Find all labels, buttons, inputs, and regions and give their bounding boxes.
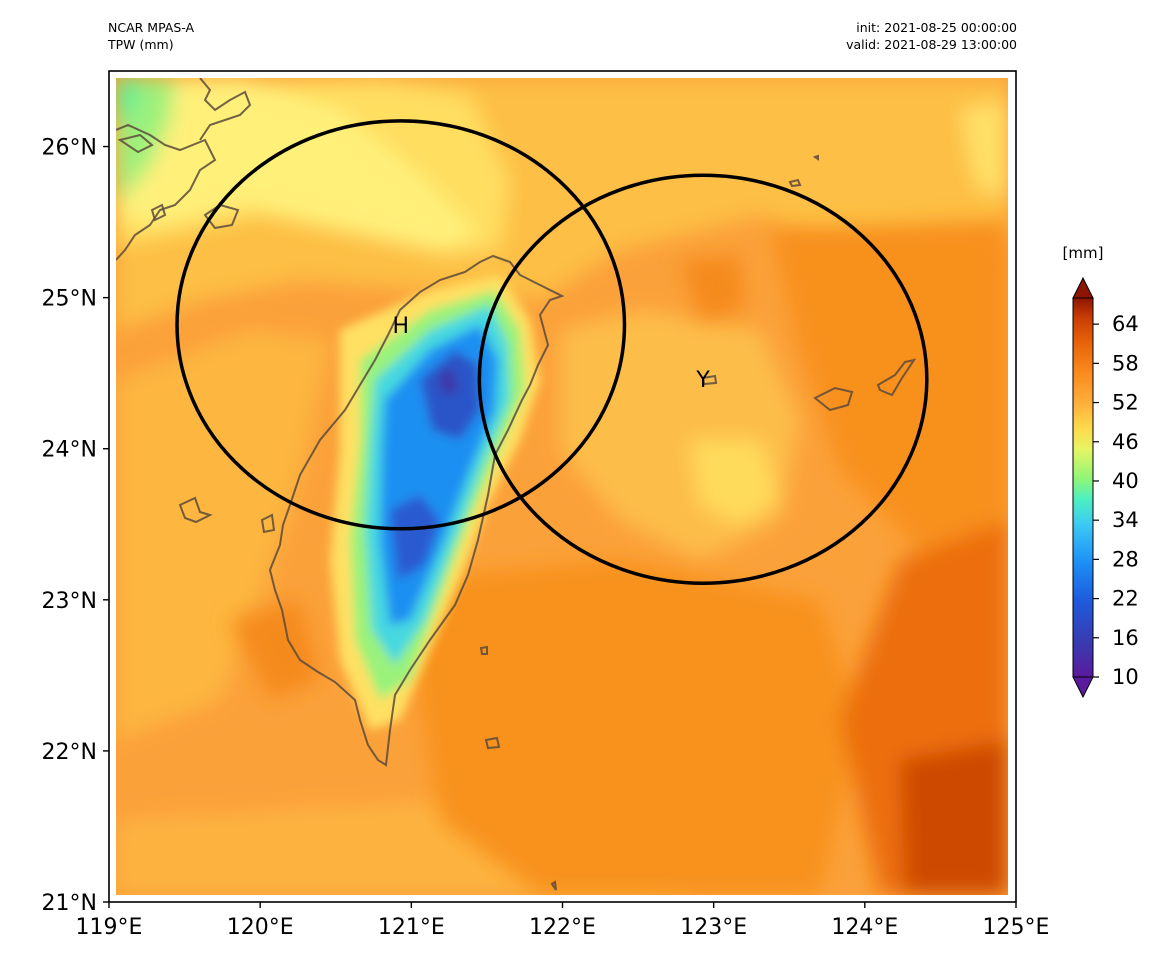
colorbar-tick-label: 64 xyxy=(1112,312,1139,336)
tpw-orange-south xyxy=(400,560,860,895)
colorbar-max-arrow xyxy=(1072,276,1094,299)
marker-h: H xyxy=(392,314,409,339)
x-tick-label: 123°E xyxy=(680,915,747,940)
colorbar-tick-label: 22 xyxy=(1112,587,1139,611)
colorbar-unit: [mm] xyxy=(1063,244,1104,262)
tpw-west-strait xyxy=(116,330,330,740)
colorbar-bar xyxy=(1072,297,1094,678)
y-axis-ticks: 21°N 22°N 23°N 24°N 25°N 26°N xyxy=(42,136,109,916)
x-tick-label: 121°E xyxy=(378,915,445,940)
islet-south xyxy=(550,880,557,891)
colorbar-tick-label: 16 xyxy=(1112,626,1139,650)
colorbar-tick-label: 10 xyxy=(1112,665,1139,689)
penghu-islands xyxy=(178,496,276,534)
tpw-yellow-core xyxy=(690,440,780,525)
yaeyama-islands xyxy=(813,358,917,412)
y-tick-label: 22°N xyxy=(42,740,97,765)
radius-circles xyxy=(175,119,929,585)
y-tick-label: 24°N xyxy=(42,438,97,463)
tpw-yellow-ne xyxy=(960,100,1008,200)
x-tick-label: 122°E xyxy=(529,915,596,940)
senkaku-islands xyxy=(788,154,819,188)
orchid-island xyxy=(484,736,501,750)
map-header-left: NCAR MPAS-A TPW (mm) xyxy=(108,19,194,53)
china-coastline xyxy=(116,123,217,261)
tpw-field: HY xyxy=(116,78,1008,895)
x-tick-label: 125°E xyxy=(983,915,1050,940)
y-tick-label: 21°N xyxy=(42,891,97,916)
map-header-right: init: 2021-08-25 00:00:00 valid: 2021-08… xyxy=(846,19,1017,53)
field-name: TPW (mm) xyxy=(108,37,174,52)
taiwan-coastline xyxy=(268,254,565,767)
valid-time: valid: 2021-08-29 13:00:00 xyxy=(846,37,1017,52)
model-name: NCAR MPAS-A xyxy=(108,20,195,35)
y-tick-label: 25°N xyxy=(42,287,97,312)
colorbar-tick-label: 52 xyxy=(1112,391,1139,415)
colorbar-min-arrow xyxy=(1072,676,1094,699)
tpw-taiwan-min xyxy=(438,368,458,396)
marker-y: Y xyxy=(695,368,710,393)
tpw-orange-west xyxy=(230,600,320,700)
yonaguni-island xyxy=(701,374,718,386)
china-coastline-north xyxy=(199,78,252,141)
colorbar-tick-label: 40 xyxy=(1112,469,1139,493)
tpw-orange-east xyxy=(770,220,1008,560)
x-tick-label: 119°E xyxy=(76,915,143,940)
colorbar-tick-label: 46 xyxy=(1112,430,1139,454)
colorbar: [mm] 10 16 22 28 34 40 46 52 58 64 xyxy=(1063,244,1139,699)
green-island xyxy=(479,645,488,655)
radius-circle-1 xyxy=(175,119,627,531)
tpw-taiwan-deep-blue-south xyxy=(390,495,440,580)
x-axis-ticks: 119°E 120°E 121°E 122°E 123°E 124°E 125°E xyxy=(76,902,1050,940)
radius-circle-2 xyxy=(477,173,929,585)
y-tick-label: 26°N xyxy=(42,136,97,161)
colorbar-tick-label: 34 xyxy=(1112,508,1139,532)
coastlines xyxy=(116,78,917,891)
colorbar-tick-label: 58 xyxy=(1112,351,1139,375)
tpw-teal-corner xyxy=(116,78,140,125)
init-time: init: 2021-08-25 00:00:00 xyxy=(856,20,1017,35)
colorbar-ticks: 10 16 22 28 34 40 46 52 58 64 xyxy=(1093,312,1139,689)
colorbar-tick-label: 28 xyxy=(1112,547,1139,571)
tpw-orange-spot xyxy=(680,255,745,320)
x-tick-label: 124°E xyxy=(831,915,898,940)
tpw-pale-strait xyxy=(116,78,480,250)
tpw-taiwan-deep-blue-north xyxy=(420,350,480,440)
x-tick-label: 120°E xyxy=(227,915,294,940)
tpw-dark-se xyxy=(900,740,1008,895)
station-markers: HY xyxy=(392,314,710,393)
y-tick-label: 23°N xyxy=(42,589,97,614)
